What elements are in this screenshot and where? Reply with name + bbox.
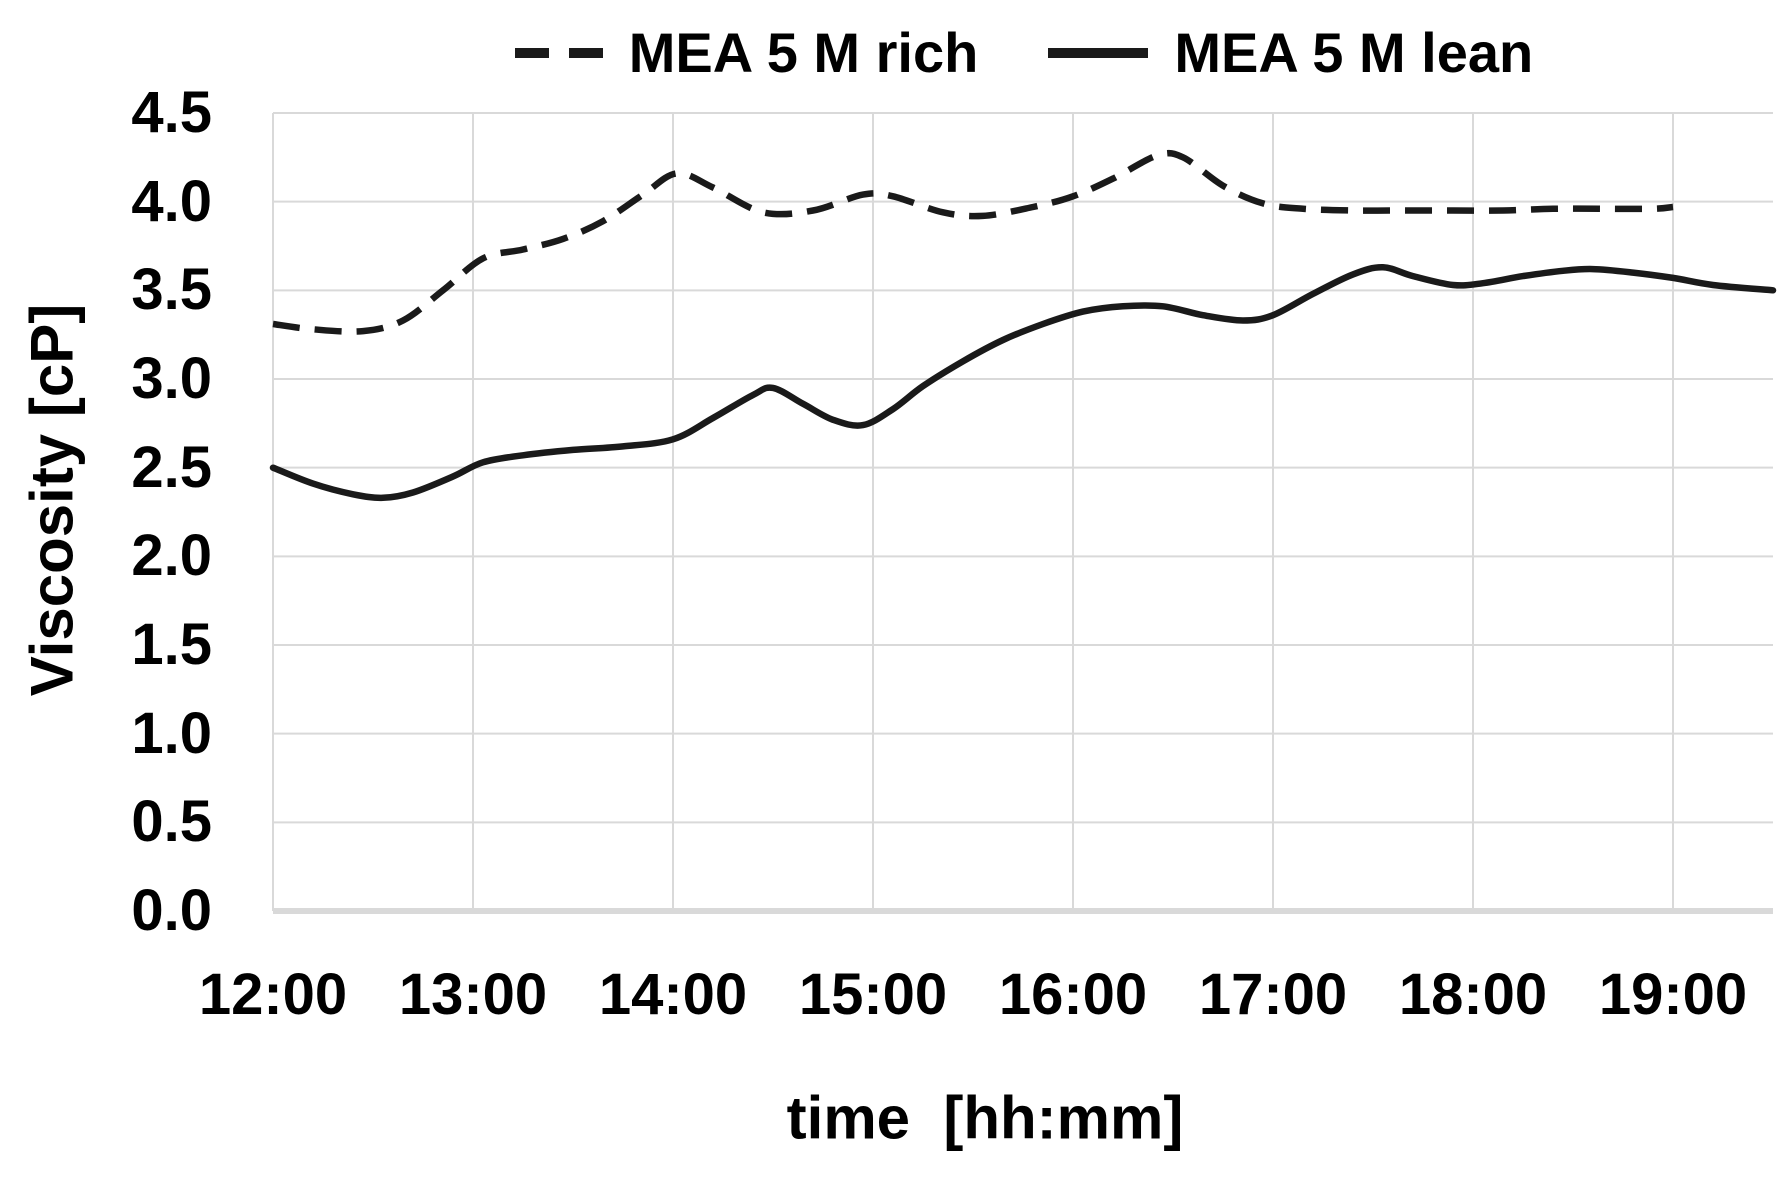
x-tick-label: 15:00 [798, 962, 948, 1027]
x-tick-label: 16:00 [998, 962, 1148, 1027]
y-tick-label: 4.0 [131, 168, 212, 234]
y-tick-label: 4.5 [131, 80, 212, 145]
y-tick-label: 0.0 [131, 878, 212, 943]
y-tick-label: 1.0 [131, 700, 212, 766]
legend: MEA 5 M rich MEA 5 M lean [273, 22, 1775, 84]
y-tick-label: 0.5 [131, 789, 212, 855]
plot-area [269, 112, 1777, 914]
x-tick-label: 18:00 [1398, 962, 1548, 1027]
series-path-rich [272, 149, 1674, 335]
solid-line-icon [1048, 47, 1149, 58]
legend-label-lean: MEA 5 M lean [1174, 21, 1534, 84]
series-path-lean [269, 264, 1777, 502]
x-tick-label: 12:00 [198, 962, 348, 1027]
y-tick-label: 2.5 [131, 434, 212, 500]
y-tick-label: 3.5 [131, 257, 212, 323]
x-tick-label: 14:00 [598, 962, 748, 1027]
x-tick-label: 13:00 [398, 962, 548, 1027]
x-tick-label: 17:00 [1198, 962, 1348, 1027]
y-tick-label: 3.0 [131, 346, 212, 411]
y-tick-label: 2.0 [131, 523, 212, 589]
legend-label-rich: MEA 5 M rich [628, 21, 979, 84]
y-tick-label: 1.5 [131, 612, 212, 677]
x-tick-label: 19:00 [1598, 962, 1748, 1027]
legend-item-rich: MEA 5 M rich [514, 21, 979, 84]
dashed-line-icon [514, 47, 603, 58]
legend-item-lean: MEA 5 M lean [1048, 22, 1533, 84]
x-axis-title: time [hh:mm] [786, 1084, 1184, 1152]
